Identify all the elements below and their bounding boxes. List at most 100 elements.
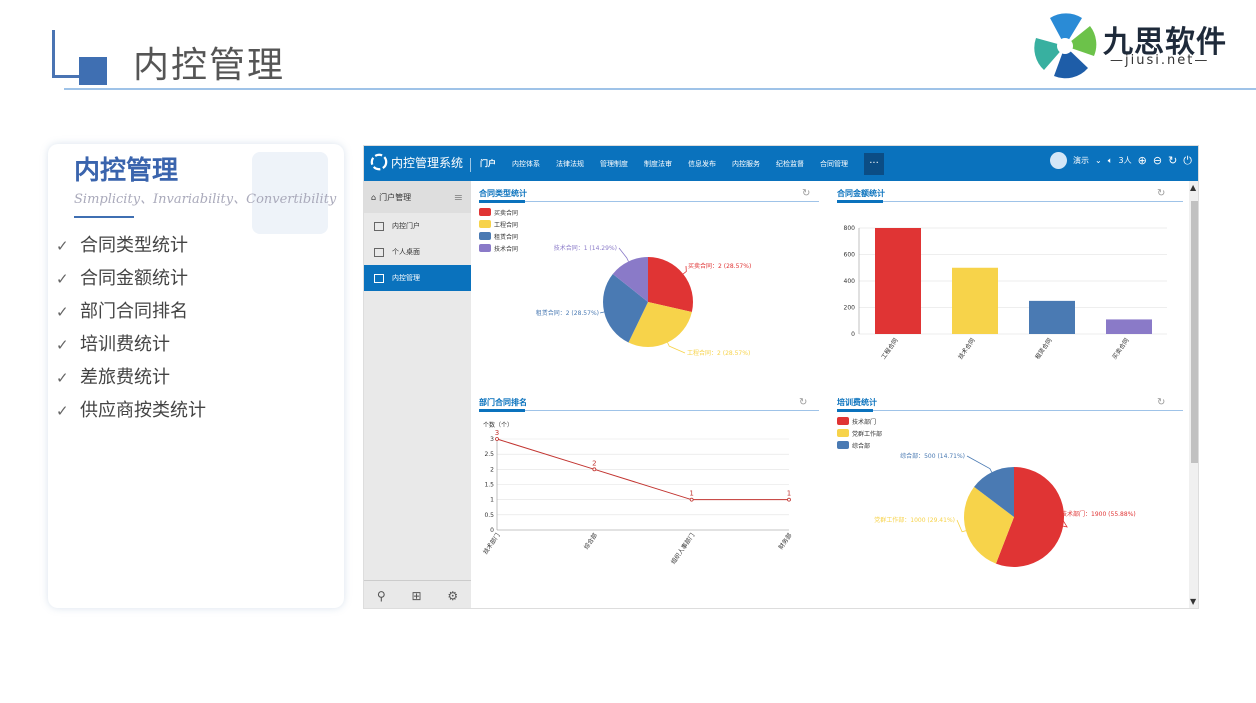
feature-item: ✓ 合同类型统计 [56, 231, 188, 257]
refresh-icon[interactable]: ↻ [1168, 154, 1178, 167]
scroll-down-icon[interactable]: ▼ [1190, 597, 1197, 606]
avatar[interactable] [1050, 152, 1068, 169]
sidebar-item-desktop[interactable]: 个人桌面 [364, 239, 471, 265]
pie-leader-line [956, 519, 967, 533]
scroll-up-icon[interactable]: ▲ [1190, 183, 1197, 192]
legend-item[interactable]: 技术部门 [837, 415, 882, 427]
refresh-icon[interactable]: ↻ [799, 397, 808, 408]
nav-item-system[interactable]: 内控体系 [512, 159, 540, 168]
panel-divider [479, 201, 819, 202]
logo-domain: jiusi.net [1125, 53, 1195, 68]
pie-slice [995, 467, 1064, 567]
y-tick-label: 800 [844, 225, 856, 232]
speaker-icon[interactable]: 🔈︎ [1107, 155, 1113, 165]
user-icon[interactable]: ⚲ [376, 588, 386, 603]
pie-data-label: 综合部：500 (14.71%) [900, 452, 965, 460]
header-icon [52, 30, 107, 85]
chevron-down-icon[interactable]: ⌄ [1095, 156, 1102, 165]
sidebar-item-control[interactable]: 内控管理 [364, 265, 471, 291]
nav-more-button[interactable]: ··· [864, 152, 884, 175]
panel-title-underline [837, 409, 873, 412]
scrollbar[interactable]: ▲ ▼ [1189, 181, 1198, 608]
check-icon: ✓ [56, 336, 69, 354]
y-tick-label: 400 [844, 278, 856, 285]
main-nav: 门户 内控体系 法律法规 管理制度 制度法审 信息发布 内控服务 纪检监督 合同… [480, 146, 900, 181]
nav-item-contract[interactable]: 合同管理 [820, 159, 848, 168]
apps-icon[interactable]: ⊞ [411, 588, 422, 603]
app-logo-icon [370, 153, 388, 171]
power-icon[interactable]: ⏻ [1183, 153, 1192, 167]
legend: 买卖合同 工程合同 租赁合同 技术合同 [479, 206, 518, 254]
feature-label: 培训费统计 [80, 334, 170, 355]
nav-item-rules[interactable]: 管理制度 [600, 159, 628, 168]
y-tick-label: 2.5 [484, 451, 494, 458]
y-tick-label: 1.5 [484, 482, 494, 489]
logo-name: 九思软件 [1103, 25, 1227, 60]
scrollbar-thumb[interactable] [1191, 201, 1198, 463]
pie-slice [964, 486, 1014, 564]
pie-data-label: 技术部门：1900 (55.88%) [1061, 510, 1136, 518]
legend-item[interactable]: 党群工作部 [837, 427, 882, 439]
logo-icon [1034, 13, 1097, 79]
legend: 技术部门党群工作部 综合部 [837, 415, 882, 451]
nav-item-laws[interactable]: 法律法规 [556, 159, 584, 168]
pie-leader-line [1058, 513, 1068, 528]
refresh-icon[interactable]: ↻ [802, 188, 811, 199]
legend-label: 党群工作部 [852, 430, 883, 438]
pie-chart: 买卖合同：2 (28.57%) 工程合同：2 (28.57%) 租赁合同：2 (28… [536, 244, 752, 357]
sidebar-footer: ⚲ ⊞ ⚙ [364, 580, 471, 608]
pie-leader-line [618, 247, 629, 262]
legend-item[interactable]: 租赁合同 [479, 230, 518, 242]
feature-item: ✓ 培训费统计 [56, 330, 170, 356]
x-tick-label: 技术部门 [481, 532, 501, 556]
gear-icon[interactable]: ⚙ [447, 588, 459, 603]
user-name[interactable]: 演示 [1073, 156, 1090, 165]
refresh-icon[interactable]: ↻ [1157, 188, 1166, 199]
header-divider [64, 88, 1256, 90]
check-icon: ✓ [56, 237, 69, 255]
legend-item[interactable]: 买卖合同 [479, 206, 518, 218]
nav-item-supervision[interactable]: 纪检监督 [776, 159, 804, 168]
logo-subtitle: —jiusi.net— [1110, 53, 1210, 68]
data-label: 1 [787, 490, 791, 498]
bar [1106, 319, 1152, 334]
feature-label: 供应商按类统计 [80, 400, 206, 421]
refresh-icon[interactable]: ↻ [1157, 397, 1166, 408]
x-tick-label: 技术合同 [956, 337, 976, 361]
legend-swatch [837, 429, 849, 437]
data-label: 2 [592, 459, 596, 467]
nav-item-review[interactable]: 制度法审 [644, 159, 672, 168]
brand-separator [470, 158, 471, 172]
sidebar: ⌂ 门户管理 ≡ 内控门户 个人桌面 内控管理 ⚲ ⊞ ⚙ [364, 181, 471, 608]
zoom-in-icon[interactable]: ⊕ [1137, 154, 1147, 167]
sidebar-item-portal[interactable]: 内控门户 [364, 213, 471, 239]
nav-item-portal[interactable]: 门户 [480, 159, 496, 168]
sidebar-header-label: 门户管理 [379, 192, 412, 202]
panel-divider [837, 410, 1183, 411]
bar-chart: 0 200 400 600 800 工程合同 技术合同 租赁合同 买卖合同 [844, 225, 1167, 361]
nav-item-service[interactable]: 内控服务 [732, 159, 760, 168]
y-tick-label: 200 [844, 305, 856, 312]
sidebar-item-label: 内控管理 [392, 274, 420, 282]
app-brand[interactable]: 内控管理系统 [370, 153, 463, 171]
panel-title: 培训费统计 [837, 398, 877, 407]
clipboard-icon [252, 152, 328, 234]
check-icon: ✓ [56, 402, 69, 420]
feature-label: 部门合同排名 [80, 301, 188, 322]
y-tick-label: 0.5 [484, 512, 494, 519]
nav-item-info[interactable]: 信息发布 [688, 159, 716, 168]
x-tick-label: 组织人事部门 [669, 532, 696, 566]
legend-item[interactable]: 技术合同 [479, 242, 518, 254]
legend-swatch [837, 441, 849, 449]
data-point [495, 437, 499, 441]
bar [1029, 300, 1075, 334]
feature-label: 合同金额统计 [80, 268, 188, 289]
panel-title: 合同金额统计 [837, 189, 885, 198]
top-bar: 内控管理系统 门户 内控体系 法律法规 管理制度 制度法审 信息发布 内控服务 … [364, 146, 1198, 181]
legend-item[interactable]: 综合部 [837, 439, 882, 451]
menu-icon[interactable]: ≡ [453, 190, 463, 204]
forward-icon[interactable]: ⊖ [1152, 154, 1163, 167]
legend-item[interactable]: 工程合同 [479, 218, 518, 230]
panel-training-fee: 培训费统计 ↻ 技术部门党群工作部 综合部 技术部门：1900 (55.88%) 党… [837, 397, 1183, 587]
pie-leader-line [682, 265, 687, 275]
